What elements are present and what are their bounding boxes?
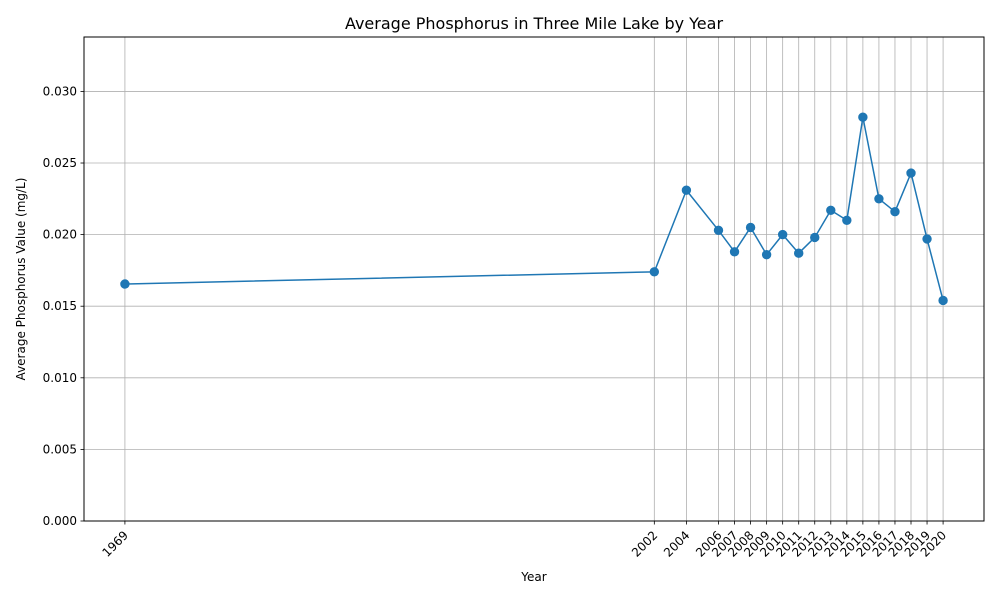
data-point [922,234,932,244]
data-point [826,205,836,215]
grid-lines [84,37,984,522]
data-point [858,112,868,122]
data-point [713,225,724,236]
y-tick-label: 0.005 [43,442,77,456]
y-tick-label: 0.030 [43,84,77,98]
series-phosphorus [120,112,948,306]
data-point [777,229,788,240]
series-line [124,116,944,301]
data-point [794,248,804,258]
chart-title: Average Phosphorus in Three Mile Lake by… [345,14,723,33]
data-point [890,206,900,217]
y-axis-title: Average Phosphorus Value (mg/L) [14,178,28,381]
data-point [649,267,660,277]
y-tick-label: 0.010 [43,371,77,385]
y-tick-label: 0.000 [43,514,77,528]
data-point [120,279,130,289]
data-point [761,249,772,260]
data-point [842,215,852,225]
data-point [906,168,916,178]
data-point [681,185,692,195]
data-point [729,247,740,257]
data-point [810,232,820,243]
y-tick-label: 0.025 [43,156,77,170]
y-tick-label: 0.015 [43,299,77,313]
data-point [938,295,948,306]
x-axis-title: Year [520,570,546,584]
data-point [874,194,884,204]
y-axis-ticks: 0.000 0.005 0.010 0.015 0.020 0.025 0.030 [43,84,84,528]
x-axis-ticks: 1969 2002 2004 2006200720082009201020112012… [100,521,949,560]
data-point [745,222,756,233]
y-tick-label: 0.020 [43,228,77,242]
plot-area-frame [83,36,985,522]
